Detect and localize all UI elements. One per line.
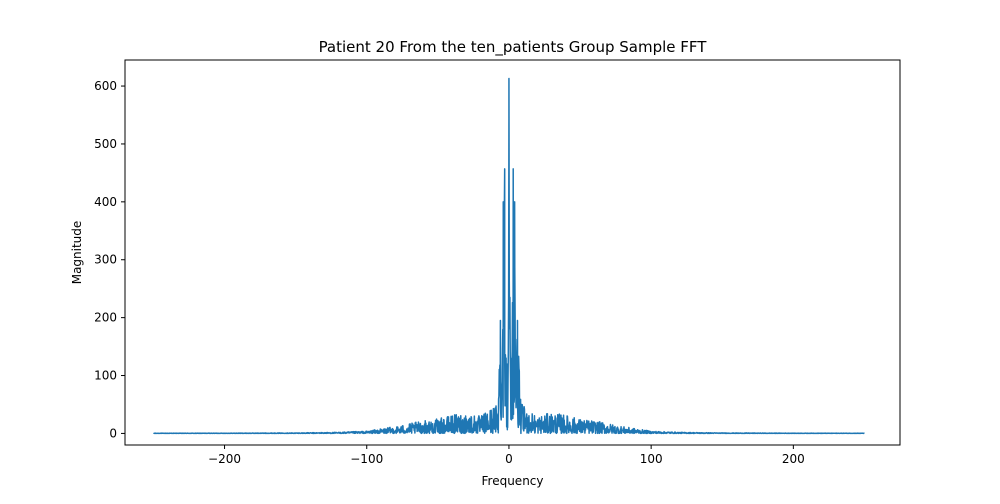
y-tick-label: 300 xyxy=(94,253,117,267)
x-tick-label: 100 xyxy=(640,452,663,466)
y-tick-label: 200 xyxy=(94,311,117,325)
plot-area xyxy=(153,77,865,435)
chart-title: Patient 20 From the ten_patients Group S… xyxy=(319,38,708,57)
fft-series-line xyxy=(153,77,865,435)
x-tick-label: −200 xyxy=(208,452,241,466)
x-axis-label: Frequency xyxy=(482,474,544,488)
axes-frame xyxy=(124,59,901,446)
x-tick-label: 200 xyxy=(782,452,805,466)
x-axis: −200 −100 0 100 200 xyxy=(208,445,805,466)
x-tick-label: 0 xyxy=(505,452,513,466)
y-tick-label: 400 xyxy=(94,195,117,209)
y-axis-label: Magnitude xyxy=(70,221,84,285)
y-tick-label: 500 xyxy=(94,137,117,151)
y-axis: 0 100 200 300 400 500 600 xyxy=(94,79,125,440)
y-tick-label: 0 xyxy=(109,426,117,440)
y-tick-label: 100 xyxy=(94,369,117,383)
y-tick-label: 600 xyxy=(94,79,117,93)
x-tick-label: −100 xyxy=(350,452,383,466)
